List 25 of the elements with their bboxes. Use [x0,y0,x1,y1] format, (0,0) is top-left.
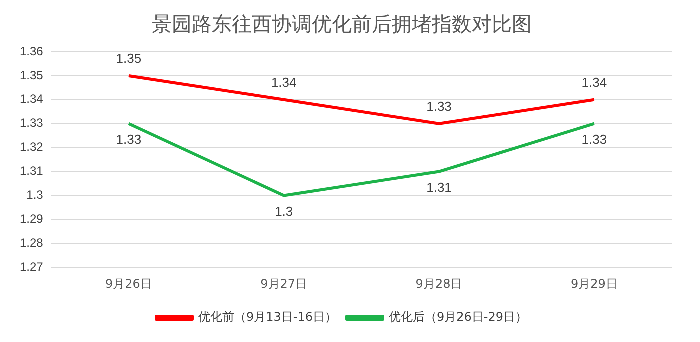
y-tick-label: 1.3 [26,188,44,202]
y-tick-label: 1.34 [20,92,44,106]
y-tick-label: 1.27 [20,260,44,274]
data-label: 1.35 [116,51,142,66]
data-label: 1.34 [582,74,608,90]
y-tick-label: 1.32 [20,140,44,154]
x-tick-label: 9月26日 [105,276,152,291]
data-label: 1.33 [426,98,452,114]
y-tick-label: 1.33 [20,116,44,130]
data-label: 1.3 [275,204,294,219]
data-label: 1.34 [271,74,297,90]
legend-label: 优化后（9月26日-29日） [389,310,528,324]
y-tick-label: 1.28 [20,236,44,250]
legend-label: 优化前（9月13日-16日） [198,310,338,324]
data-label: 1.33 [116,132,142,147]
x-tick-label: 9月27日 [260,276,308,291]
y-tick-label: 1.35 [20,68,44,82]
y-tick-label: 1.29 [20,212,44,226]
chart-title: 景园路东往西协调优化前后拥堵指数对比图 [152,12,532,36]
y-tick-label: 1.36 [20,44,44,58]
data-label: 1.33 [582,132,608,147]
data-label: 1.31 [426,180,452,195]
x-tick-label: 9月28日 [416,276,463,291]
x-tick-label: 9月29日 [570,276,618,291]
y-tick-label: 1.31 [20,164,44,178]
